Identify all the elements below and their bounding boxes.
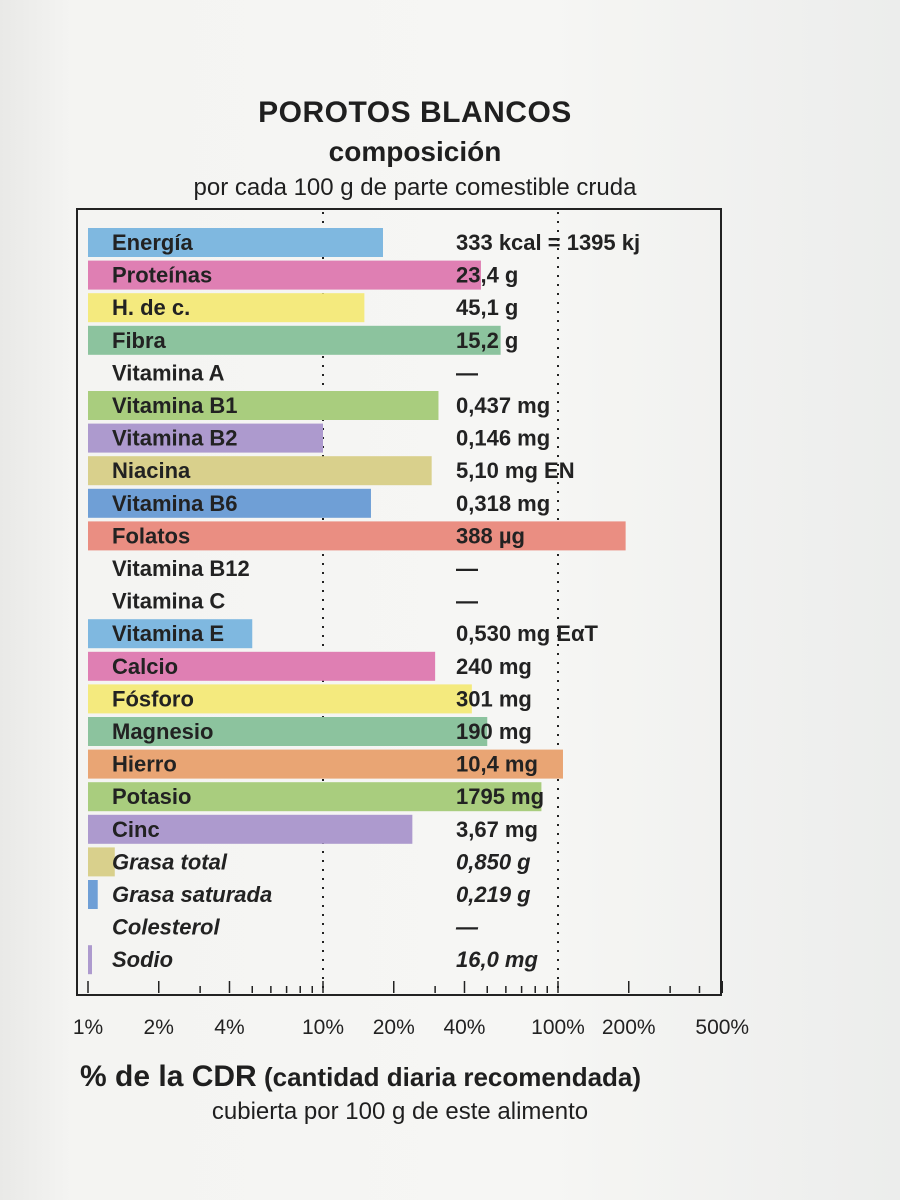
row-label-folatos: Folatos xyxy=(112,523,190,548)
value-label-cinc: 3,67 mg xyxy=(456,817,538,842)
chart-title: POROTOS BLANCOS xyxy=(258,96,572,129)
x-tick-label-500: 500% xyxy=(695,1016,749,1039)
row-label-hierro: Hierro xyxy=(112,752,177,777)
x-tick-label-40: 40% xyxy=(443,1016,485,1039)
value-label-h-de-c-: 45,1 g xyxy=(456,295,518,320)
nutrition-bar-chart: Energía 333 kcal = 1395 kj Proteínas 23,4 g… xyxy=(73,212,749,1039)
footer-caption-rest: (cantidad diaria recomendada) xyxy=(263,1062,642,1092)
row-label-h-de-c-: H. de c. xyxy=(112,295,190,320)
bar-energia xyxy=(88,228,383,257)
row-label-potasio: Potasio xyxy=(112,784,191,809)
bar-grasa-saturada xyxy=(88,880,98,909)
bar-fosforo xyxy=(88,684,472,714)
row-label-vitamina-a: Vitamina A xyxy=(112,360,225,385)
value-label-niacina: 5,10 mg EN xyxy=(456,458,575,483)
x-tick-label-4: 4% xyxy=(214,1016,244,1039)
value-label-vitamina-b2: 0,146 mg xyxy=(456,426,550,451)
value-label-vitamina-c: — xyxy=(456,589,478,614)
row-label-fosforo: Fósforo xyxy=(112,686,194,711)
value-label-proteinas: 23,4 g xyxy=(456,263,518,288)
value-label-vitamina-a: — xyxy=(456,360,478,385)
x-tick-label-100: 100% xyxy=(531,1016,585,1039)
value-label-calcio: 240 mg xyxy=(456,654,532,679)
row-label-vitamina-b2: Vitamina B2 xyxy=(112,426,238,451)
row-label-proteinas: Proteínas xyxy=(112,263,212,288)
row-label-niacina: Niacina xyxy=(112,458,191,483)
x-tick-label-2: 2% xyxy=(144,1016,174,1039)
footer-caption-main: % de la CDR xyxy=(80,1060,257,1093)
chart-frame xyxy=(76,208,722,996)
row-label-vitamina-b1: Vitamina B1 xyxy=(112,393,238,418)
row-label-grasa-total: Grasa total xyxy=(112,849,228,874)
bar-sodio xyxy=(88,945,92,975)
value-label-grasa-saturada: 0,219 g xyxy=(456,882,531,907)
bar-cinc xyxy=(88,814,413,844)
x-tick-label-200: 200% xyxy=(602,1016,656,1039)
value-label-sodio: 16,0 mg xyxy=(456,947,538,972)
value-label-vitamina-e: 0,530 mg EαT xyxy=(456,621,598,646)
row-label-sodio: Sodio xyxy=(112,947,173,972)
value-label-hierro: 10,4 mg xyxy=(456,752,538,777)
value-label-energia: 333 kcal = 1395 kj xyxy=(456,230,640,255)
row-label-vitamina-c: Vitamina C xyxy=(112,589,225,614)
bar-vitamina-b6 xyxy=(88,488,371,518)
bar-vitamina-e xyxy=(88,619,253,649)
bar-hierro xyxy=(88,749,563,779)
bar-calcio xyxy=(88,651,436,681)
row-label-vitamina-e: Vitamina E xyxy=(112,621,224,646)
bar-vitamina-b1 xyxy=(88,391,439,420)
row-label-colesterol: Colesterol xyxy=(112,915,220,940)
value-label-vitamina-b1: 0,437 mg xyxy=(456,393,550,418)
row-label-calcio: Calcio xyxy=(112,654,178,679)
row-label-fibra: Fibra xyxy=(112,328,167,353)
row-label-magnesio: Magnesio xyxy=(112,719,213,744)
chart-subtitle: composición xyxy=(328,136,502,167)
x-tick-label-10: 10% xyxy=(302,1016,344,1039)
row-label-vitamina-b6: Vitamina B6 xyxy=(112,491,238,516)
value-label-magnesio: 190 mg xyxy=(456,719,532,744)
value-label-fibra: 15,2 g xyxy=(456,328,518,353)
footer-caption: % de la CDR (cantidad diaria recomendada… xyxy=(80,1060,641,1094)
bar-grasa-total xyxy=(88,847,115,877)
bar-niacina xyxy=(88,456,432,486)
value-label-colesterol: — xyxy=(455,915,479,940)
value-label-vitamina-b6: 0,318 mg xyxy=(456,491,550,516)
bar-potasio xyxy=(88,782,542,812)
bar-magnesio xyxy=(88,717,488,746)
row-label-energia: Energía xyxy=(112,230,193,255)
row-label-grasa-saturada: Grasa saturada xyxy=(112,882,272,907)
value-label-grasa-total: 0,850 g xyxy=(456,849,531,874)
value-label-fosforo: 301 mg xyxy=(456,686,532,711)
bar-vitamina-b2 xyxy=(88,423,323,453)
bar-h-de-c- xyxy=(88,293,365,323)
bar-fibra xyxy=(88,325,501,355)
value-label-potasio: 1795 mg xyxy=(456,784,544,809)
row-label-cinc: Cinc xyxy=(112,817,160,842)
x-tick-label-20: 20% xyxy=(373,1016,415,1039)
footer-subcaption: cubierta por 100 g de este alimento xyxy=(211,1098,589,1125)
value-label-vitamina-b12: — xyxy=(456,556,478,581)
value-label-folatos: 388 µg xyxy=(456,523,525,548)
row-label-vitamina-b12: Vitamina B12 xyxy=(112,556,250,581)
bar-folatos xyxy=(88,521,626,551)
x-tick-label-1: 1% xyxy=(73,1016,103,1039)
bar-proteinas xyxy=(88,260,481,290)
chart-note: por cada 100 g de parte comestible cruda xyxy=(193,174,637,201)
